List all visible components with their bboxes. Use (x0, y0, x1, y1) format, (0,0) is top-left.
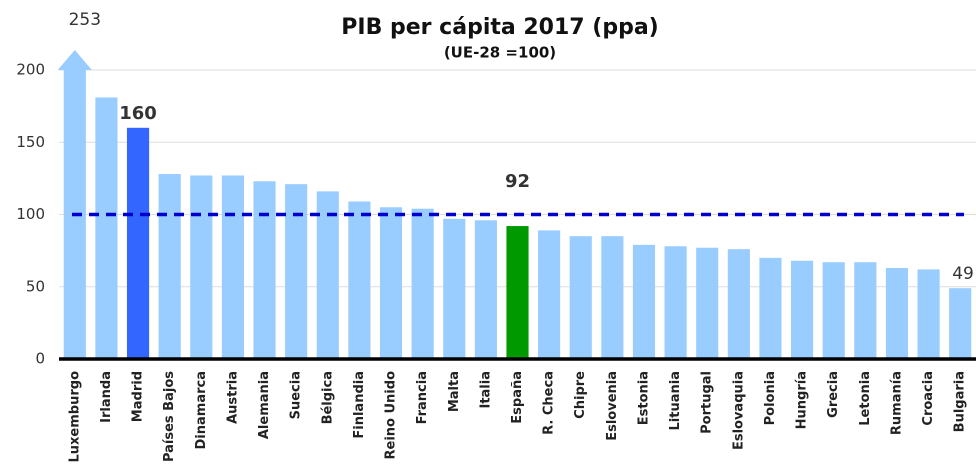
x-tick-label: Suecia (289, 371, 304, 419)
bar (190, 175, 213, 359)
y-tick-label: 100 (16, 205, 45, 223)
x-tick-label: Estonia (636, 371, 651, 425)
bar (822, 262, 845, 359)
data-label: 49 (952, 264, 974, 284)
x-tick-label: Austria (225, 371, 240, 424)
bar (917, 269, 940, 359)
x-tick-label: Dinamarca (194, 371, 209, 449)
bar (727, 249, 750, 359)
x-tick-label: Bélgica (320, 371, 335, 424)
x-tick-label: Bulgaria (953, 371, 968, 432)
x-tick-label: Malta (447, 371, 462, 412)
x-tick-label: Madrid (131, 371, 146, 422)
bar (696, 247, 719, 359)
x-tick-label: Luxemburgo (67, 371, 82, 463)
bar (285, 184, 308, 359)
y-tick-label: 200 (16, 61, 45, 79)
x-tick-label: España (510, 371, 525, 424)
x-tick-label: Finlandia (352, 371, 367, 439)
bar (759, 257, 782, 359)
y-tick-label: 50 (26, 277, 45, 295)
bar (126, 127, 150, 359)
bar (506, 226, 529, 359)
data-label: 160 (119, 103, 157, 124)
x-tick-label: Rumanía (889, 371, 904, 435)
bar (664, 246, 687, 359)
bar (443, 218, 466, 359)
bar (569, 236, 592, 359)
x-tick-label: Polonia (763, 371, 778, 425)
bar (95, 97, 118, 359)
x-tick-label: Grecia (826, 371, 841, 418)
bar (538, 230, 561, 359)
bar (316, 191, 339, 359)
bar (601, 236, 624, 359)
x-tick-label: R. Checa (542, 371, 557, 435)
x-tick-label: Chipre (573, 371, 588, 419)
bar (348, 201, 371, 359)
x-tick-label: Alemania (257, 371, 272, 439)
chart-subtitle: (UE-28 =100) (444, 44, 556, 62)
bar (885, 267, 909, 359)
bar (854, 262, 877, 359)
x-tick-label: Eslovaquia (731, 371, 746, 450)
bar (379, 207, 403, 359)
bar (57, 50, 92, 359)
y-tick-label: 150 (16, 133, 45, 151)
x-tick-label: Croacia (921, 371, 936, 426)
x-tick-label: Países Bajos (162, 371, 177, 462)
x-tick-label: Eslovenia (605, 371, 620, 441)
x-tick-label: Lituania (668, 371, 683, 430)
x-tick-label: Portugal (700, 371, 715, 434)
x-tick-label: Reino Unido (384, 371, 399, 460)
bar (474, 220, 497, 359)
data-label: 253 (69, 10, 101, 30)
x-tick-label: Italia (478, 371, 493, 409)
x-tick-label: Francia (415, 371, 430, 424)
y-tick-label: 0 (35, 350, 45, 368)
x-tick-label: Letonia (858, 371, 873, 426)
chart-title: PIB per cápita 2017 (ppa) (341, 15, 658, 40)
bar (632, 244, 656, 359)
data-label: 92 (505, 171, 530, 192)
bar (158, 174, 181, 359)
bar (221, 175, 244, 359)
x-tick-label: Irlanda (99, 371, 114, 423)
x-tick-label: Hungría (795, 371, 810, 429)
bar (253, 181, 276, 359)
bar (949, 288, 972, 359)
bar (411, 208, 434, 359)
bar (791, 260, 814, 359)
